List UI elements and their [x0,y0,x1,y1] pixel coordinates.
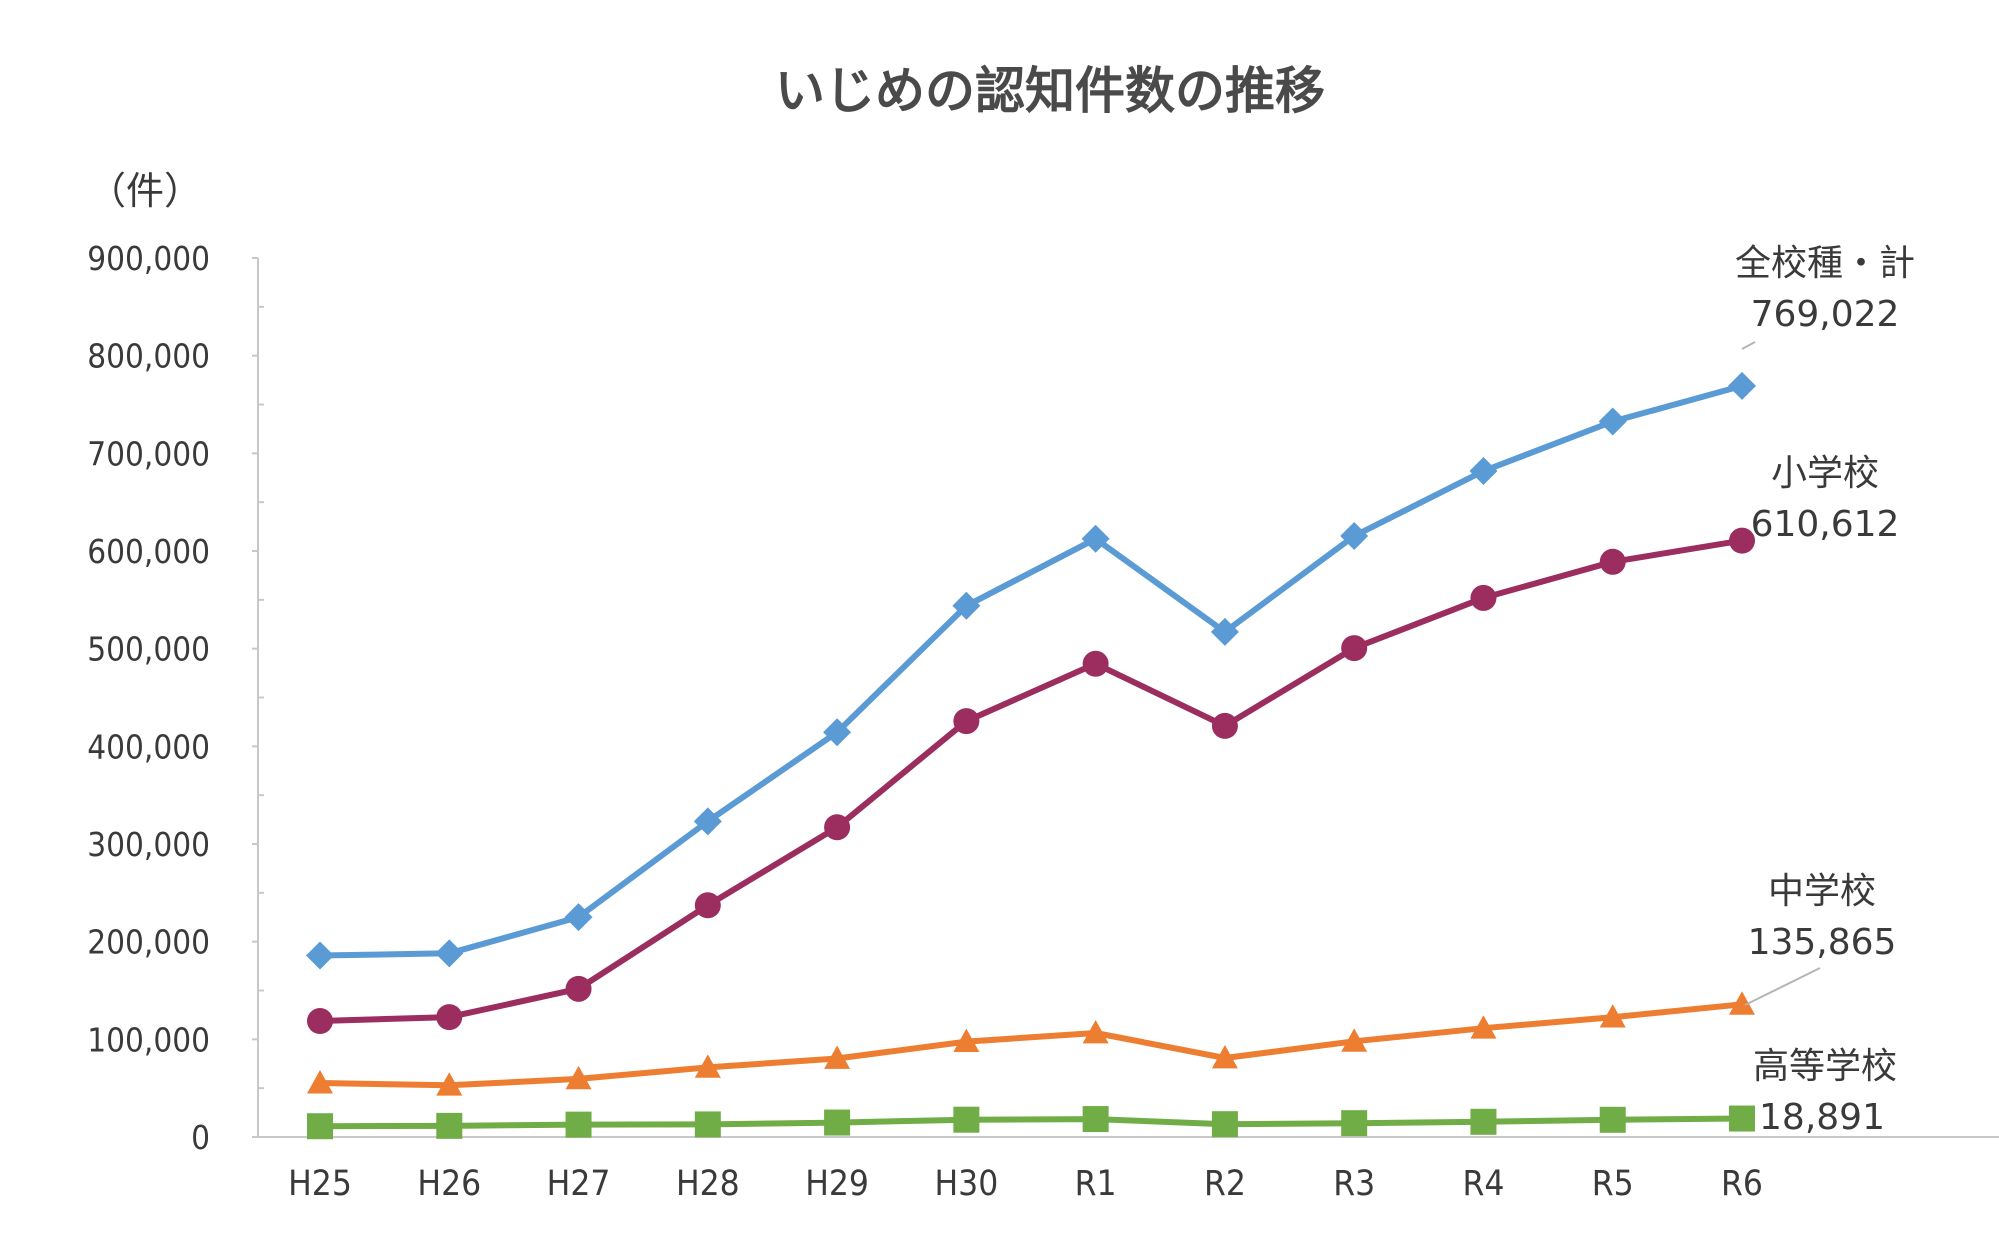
data-point-total [1340,522,1369,551]
data-point-elementary [565,975,592,1002]
y-tick-labels: 0 100,000 200,000 300,000 400,000 500,000 600,… [87,239,210,1157]
series-elementary [307,527,1755,1035]
data-point-total [435,939,464,968]
series-line-high_school [319,1115,1743,1130]
x-tick-label: R4 [1463,1164,1505,1204]
data-point-elementary [1470,584,1497,611]
data-point-elementary [307,1008,333,1035]
series-high_school [307,1105,1755,1140]
data-point-elementary [953,708,980,735]
leader-line-total [1741,341,1756,350]
series-end-value-label-junior-high: 135,865 [1748,922,1897,963]
y-tick-label: 0 [191,1118,210,1157]
data-point-high_school [1082,1106,1109,1133]
data-point-elementary [1729,527,1755,554]
x-tick-label: R5 [1592,1164,1634,1204]
y-tick-label: 900,000 [87,239,210,278]
y-tick-label: 700,000 [87,434,210,473]
data-point-junior_high [694,1054,721,1078]
data-point-high_school [565,1111,592,1138]
data-point-high_school [1341,1110,1368,1137]
y-tick-label: 800,000 [87,337,210,376]
y-tick-label: 300,000 [87,825,210,864]
data-point-total [952,591,981,620]
x-tick-label: H27 [547,1164,611,1204]
x-tick-label: H25 [288,1164,352,1204]
data-point-junior_high [1470,1015,1497,1039]
data-point-junior_high [1341,1028,1368,1052]
axes [252,257,1999,1138]
data-point-junior_high [1082,1019,1109,1044]
x-tick-label: H26 [417,1164,481,1204]
data-point-high_school [824,1109,851,1136]
data-point-high_school [1729,1105,1755,1132]
series-junior_high [307,991,1755,1096]
x-tick-label: R6 [1721,1164,1763,1204]
y-tick-label: 100,000 [87,1020,210,1059]
data-point-high_school [694,1111,721,1138]
data-point-total [1210,617,1239,646]
series-name-label-high-school: 高等学校 [1753,1046,1897,1087]
data-point-junior_high [307,1070,333,1094]
y-tick-label: 200,000 [87,923,210,962]
data-point-junior_high [1729,991,1755,1015]
data-point-junior_high [1599,1004,1626,1028]
data-point-elementary [1082,650,1109,677]
series-total [306,371,1756,970]
data-point-total [693,807,722,836]
series-name-label-total: 全校種・計 [1735,243,1915,284]
data-point-elementary [436,1004,463,1031]
series-end-value-label-elementary: 610,612 [1751,504,1900,545]
x-tick-label: R2 [1204,1164,1246,1204]
data-point-high_school [307,1113,333,1140]
data-point-junior_high [824,1045,851,1069]
leader-line-junior-high [1744,967,1821,1006]
x-tick-label: R1 [1075,1164,1117,1204]
y-tick-label: 400,000 [87,727,210,766]
data-point-total [306,941,334,970]
data-point-junior_high [565,1065,592,1090]
series-annotations: 全校種・計 769,022 小学校 610,612 中学校 135,865 高等… [1735,243,1915,1138]
series-end-value-label-total: 769,022 [1751,294,1900,335]
data-point-junior_high [436,1072,463,1096]
data-point-elementary [824,814,851,841]
data-point-total [823,718,852,747]
y-axis-unit-label: （件） [88,169,202,213]
series-layer [306,371,1756,1140]
y-tick-label: 600,000 [87,532,210,571]
data-point-high_school [1211,1111,1238,1138]
data-point-elementary [1599,548,1626,575]
data-point-high_school [1470,1108,1497,1135]
data-point-high_school [1599,1106,1626,1133]
data-point-total [1598,407,1627,436]
chart-title: いじめの認知件数の推移 [775,62,1325,120]
data-point-high_school [953,1106,980,1133]
data-point-elementary [1341,635,1368,662]
x-tick-label: H28 [676,1164,740,1204]
data-point-total [1728,371,1756,400]
series-name-label-elementary: 小学校 [1771,453,1879,494]
data-point-elementary [1211,712,1238,739]
series-line-junior_high [319,1001,1743,1089]
series-name-label-junior-high: 中学校 [1768,871,1876,912]
y-tick-label: 500,000 [87,630,210,669]
data-point-total [1469,456,1498,485]
series-line-elementary [319,537,1743,1024]
x-tick-labels: H25 H26 H27 H28 H29 H30 R1 R2 R3 R4 R5 R6 [288,1164,1763,1204]
x-tick-label: R3 [1333,1164,1375,1204]
x-tick-label: H29 [805,1164,869,1204]
data-point-total [564,903,593,932]
x-tick-label: H30 [934,1164,998,1204]
data-point-junior_high [1211,1045,1238,1069]
data-point-elementary [694,892,721,919]
data-point-high_school [436,1112,463,1139]
series-end-value-label-high-school: 18,891 [1759,1097,1885,1138]
series-line-total [319,383,1743,959]
data-point-total [1081,524,1110,553]
data-point-junior_high [953,1028,980,1052]
